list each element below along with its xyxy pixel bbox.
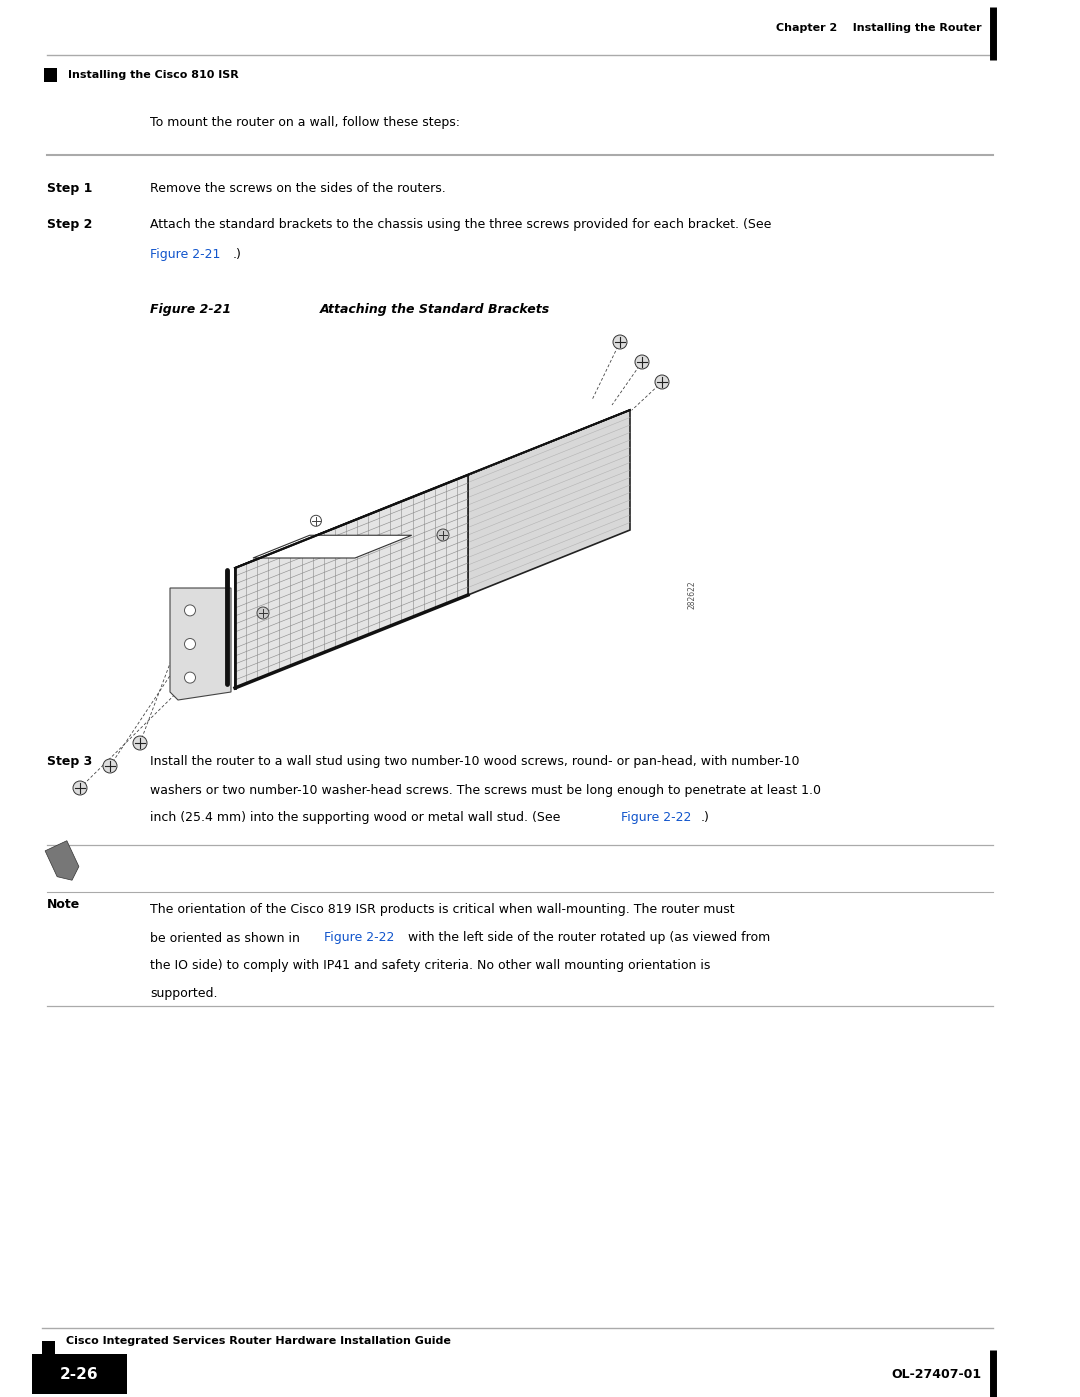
- Circle shape: [635, 355, 649, 369]
- Text: be oriented as shown in: be oriented as shown in: [150, 932, 303, 944]
- Text: Note: Note: [48, 898, 80, 911]
- Text: Attaching the Standard Brackets: Attaching the Standard Brackets: [320, 303, 550, 317]
- Circle shape: [437, 529, 449, 541]
- Circle shape: [103, 759, 117, 773]
- Text: 282622: 282622: [688, 581, 697, 609]
- Bar: [42, 1341, 55, 1355]
- Text: 2-26: 2-26: [60, 1368, 98, 1382]
- Text: Attach the standard brackets to the chassis using the three screws provided for : Attach the standard brackets to the chas…: [150, 218, 771, 231]
- Text: Figure 2-22: Figure 2-22: [324, 932, 394, 944]
- Text: Cisco Integrated Services Router Hardware Installation Guide: Cisco Integrated Services Router Hardwar…: [66, 1336, 450, 1345]
- Text: supported.: supported.: [150, 988, 217, 1000]
- Bar: [44, 68, 57, 82]
- Circle shape: [185, 672, 195, 683]
- Text: Figure 2-22: Figure 2-22: [621, 812, 691, 824]
- Polygon shape: [235, 475, 468, 687]
- Text: Step 3: Step 3: [48, 756, 92, 768]
- Circle shape: [613, 335, 627, 349]
- Circle shape: [185, 638, 195, 650]
- Text: OL-27407-01: OL-27407-01: [892, 1368, 982, 1382]
- Text: Figure 2-21: Figure 2-21: [150, 303, 231, 317]
- Text: Remove the screws on the sides of the routers.: Remove the screws on the sides of the ro…: [150, 182, 446, 194]
- Text: Step 1: Step 1: [48, 182, 93, 194]
- Text: The orientation of the Cisco 819 ISR products is critical when wall-mounting. Th: The orientation of the Cisco 819 ISR pro…: [150, 904, 734, 916]
- Polygon shape: [468, 409, 630, 595]
- Text: .): .): [232, 247, 241, 260]
- Circle shape: [73, 781, 87, 795]
- Text: .): .): [701, 812, 710, 824]
- Text: To mount the router on a wall, follow these steps:: To mount the router on a wall, follow th…: [150, 116, 460, 129]
- Text: with the left side of the router rotated up (as viewed from: with the left side of the router rotated…: [404, 932, 770, 944]
- Circle shape: [310, 515, 322, 527]
- Circle shape: [185, 605, 195, 616]
- Text: Figure 2-21: Figure 2-21: [150, 247, 220, 260]
- Text: Step 2: Step 2: [48, 218, 93, 231]
- Text: the IO side) to comply with IP41 and safety criteria. No other wall mounting ori: the IO side) to comply with IP41 and saf…: [150, 960, 711, 972]
- Polygon shape: [253, 535, 411, 557]
- Text: Chapter 2    Installing the Router: Chapter 2 Installing the Router: [777, 22, 982, 34]
- Polygon shape: [235, 409, 630, 569]
- Circle shape: [133, 736, 147, 750]
- Text: Installing the Cisco 810 ISR: Installing the Cisco 810 ISR: [68, 70, 239, 80]
- Text: washers or two number-10 washer-head screws. The screws must be long enough to p: washers or two number-10 washer-head scr…: [150, 784, 821, 796]
- Circle shape: [654, 374, 669, 388]
- Text: inch (25.4 mm) into the supporting wood or metal wall stud. (See: inch (25.4 mm) into the supporting wood …: [150, 812, 565, 824]
- Bar: [32, 1354, 127, 1394]
- Circle shape: [257, 608, 269, 619]
- Polygon shape: [170, 588, 231, 700]
- Polygon shape: [45, 841, 79, 880]
- Text: Install the router to a wall stud using two number-10 wood screws, round- or pan: Install the router to a wall stud using …: [150, 756, 799, 768]
